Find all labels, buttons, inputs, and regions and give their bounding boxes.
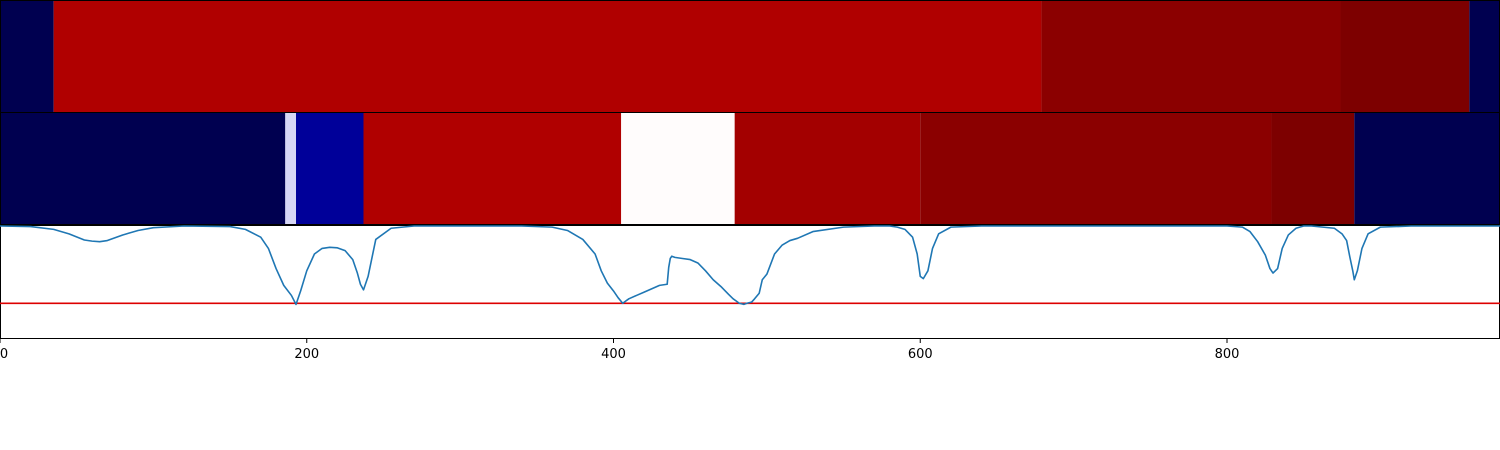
line-plot-panel [0, 225, 1500, 339]
band-2-segment-4 [363, 113, 622, 224]
band-1-segment-2 [53, 1, 1042, 112]
x-axis: 0 200 400 600 800 [0, 339, 1239, 362]
segment-band-1 [0, 1, 1500, 112]
band-2-segment-8 [1271, 113, 1355, 224]
segment-band-layer [0, 1, 1500, 224]
band-1-segment-3 [1041, 1, 1341, 112]
series-line-1 [0, 225, 1500, 306]
x-tick-label: 600 [908, 347, 933, 362]
x-tick-label: 800 [1215, 347, 1240, 362]
x-tick-label: 200 [294, 347, 319, 362]
band-2-segment-1 [0, 113, 286, 224]
band-2-segment-5 [621, 113, 735, 224]
band-2-segment-9 [1354, 113, 1500, 224]
band-2-segment-7 [920, 113, 1272, 224]
x-tick-label: 400 [601, 347, 626, 362]
segment-band-2 [0, 113, 1500, 224]
band-2-segment-3 [296, 113, 364, 224]
band-2-segment-6 [734, 113, 921, 224]
band-1-segment-4 [1340, 1, 1470, 112]
plot-frame [0, 225, 1500, 339]
band-1-segment-5 [1469, 1, 1500, 112]
band-2-segment-2 [285, 113, 297, 224]
x-tick-label: 0 [0, 347, 8, 362]
band-1-segment-1 [0, 1, 54, 112]
